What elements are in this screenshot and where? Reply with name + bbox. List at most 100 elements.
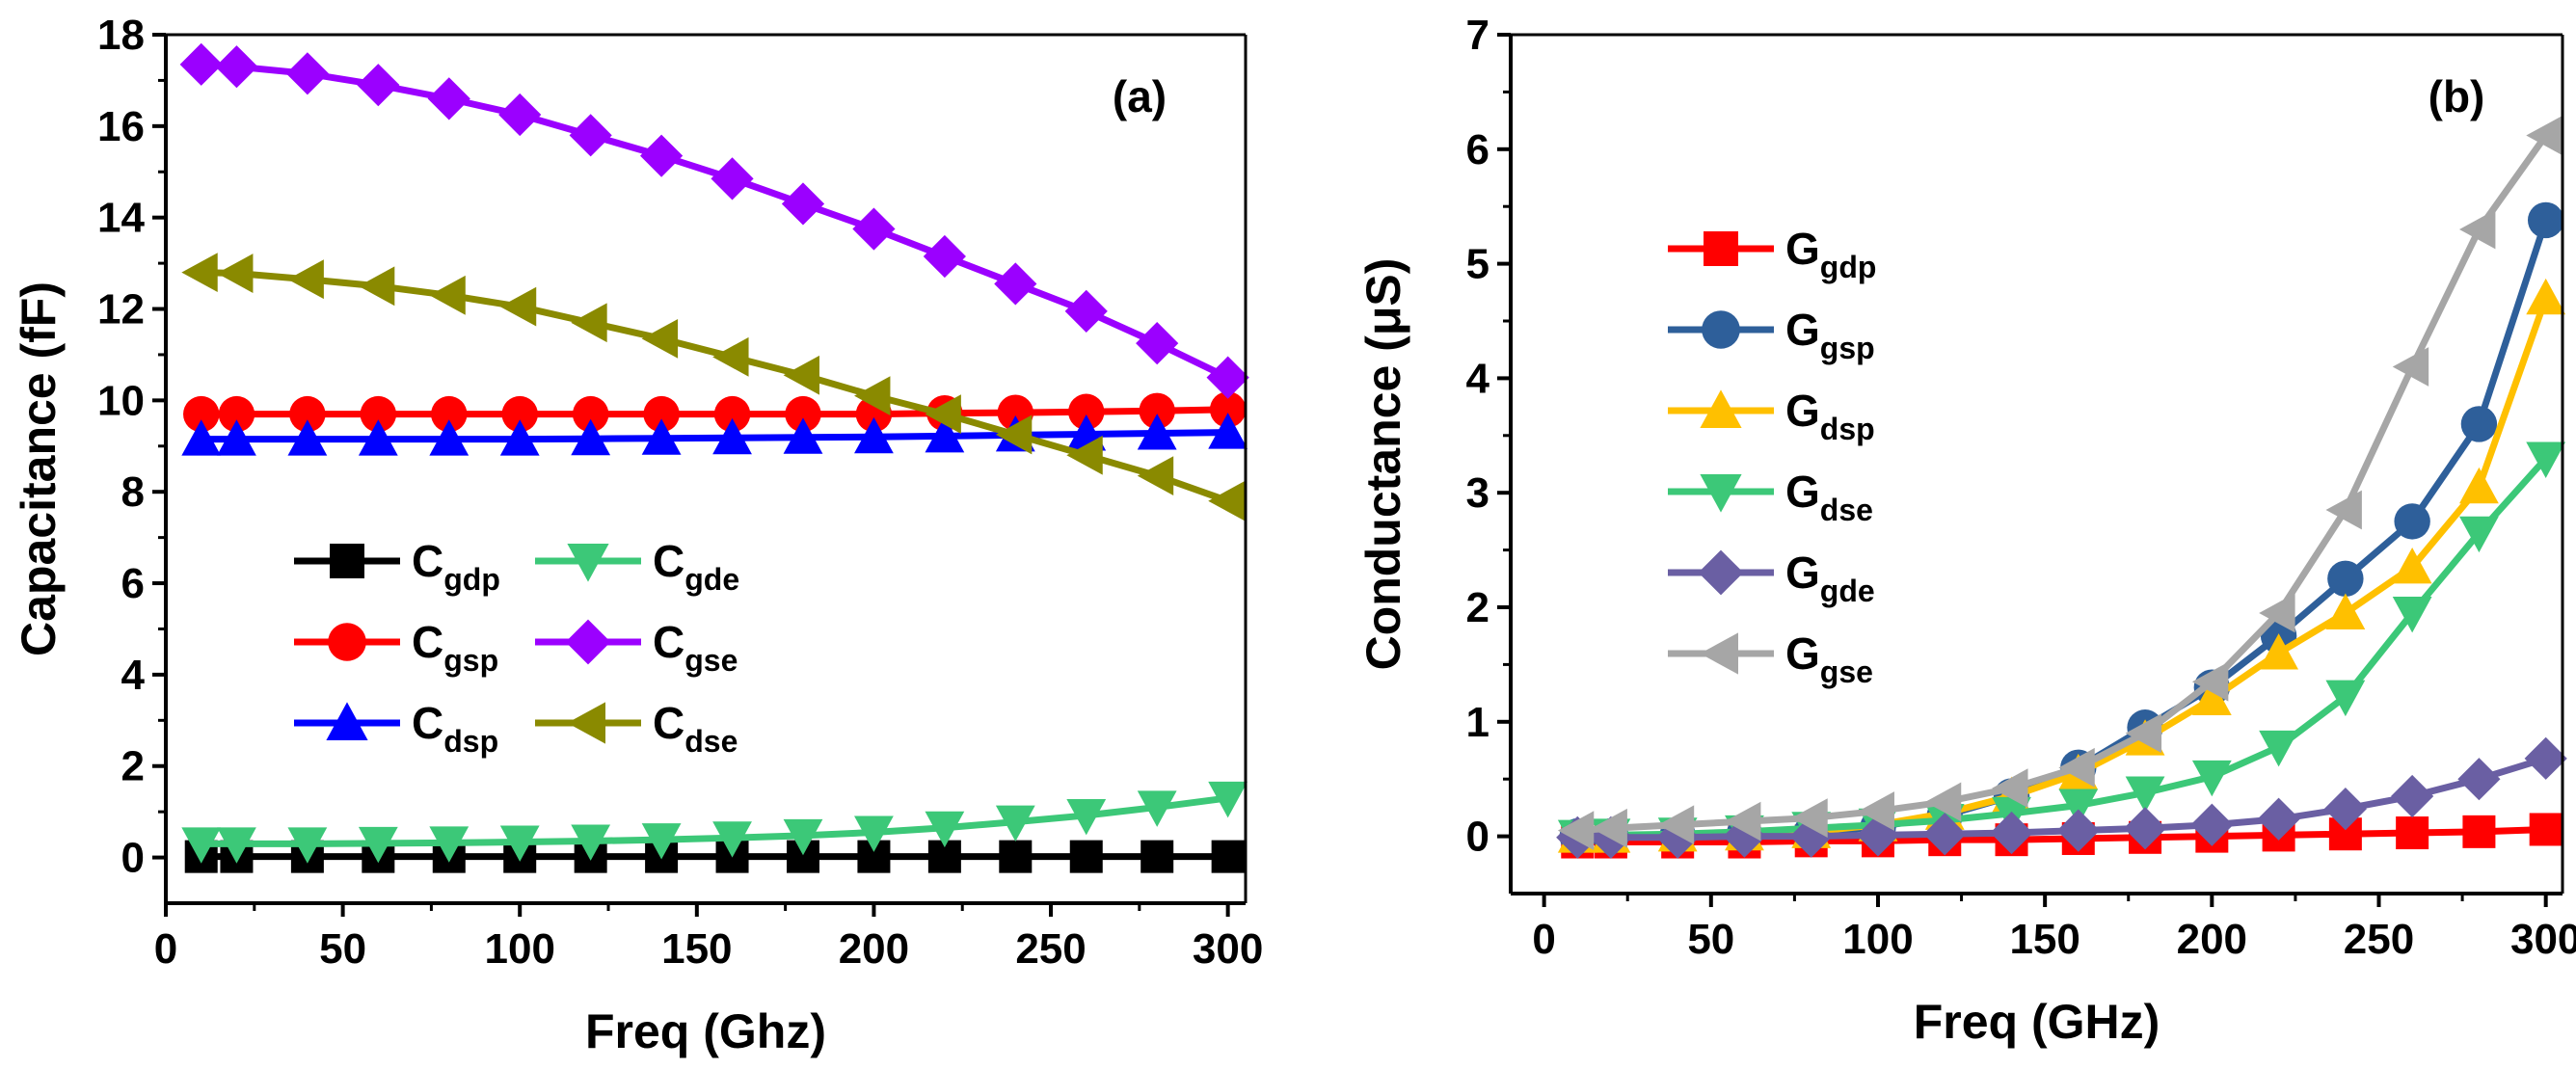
data-point-gdp [2529,813,2563,846]
legend-label: Cdsp [412,698,498,759]
data-point-dse [1066,435,1103,475]
data-point-gde [1923,813,1967,856]
data-point-dse [217,254,254,293]
x-tick-label: 50 [1687,916,1734,963]
data-point-dsp [2459,467,2499,504]
x-tick-label: 300 [2510,916,2576,963]
legend-label: Cgsp [412,617,498,678]
data-point-gdp [999,840,1033,873]
data-point-dsp [712,417,752,455]
data-point-dsp [1137,414,1177,450]
data-point-gse [2459,209,2496,250]
data-point-gde [2190,803,2234,846]
x-tick-label: 150 [661,925,732,973]
data-point-gsp [1139,392,1175,429]
data-point-gse [2392,347,2429,387]
series-gsp [183,391,1247,433]
legend-label: Cgse [653,617,738,678]
data-point-gse [1136,321,1179,365]
legend-item-gsp: Ggsp [1668,305,1875,365]
series-dsp [181,413,1248,456]
data-point-dsp [2191,679,2232,716]
x-axis-title: Freq (GHz) [1914,995,2160,1049]
legend-marker [1702,310,1740,349]
data-point-gse [357,64,400,107]
legend: Ggdp Ggsp Gdsp Gdse Ggde Ggse [1668,224,1876,689]
data-point-gsp [2527,201,2564,239]
data-point-dse [641,318,679,359]
data-point-gse [2325,490,2362,530]
legend-marker [1700,474,1742,513]
data-point-gsp [2394,503,2430,540]
x-tick-label: 250 [2344,916,2414,963]
legend-item-gde: Ggde [1668,548,1875,608]
data-point-dsp [287,419,328,456]
panel-b-conductance-chart: 0 50 100 150 200 250 300 0 1 2 3 4 5 6 7 Freq (GHz) Cond… [1356,12,2576,1049]
y-tick-label: 4 [121,652,146,699]
data-point-gde [2323,787,2367,831]
y-tick-label: 7 [1466,12,1489,59]
series-gse [1557,116,2563,851]
data-point-dsp [181,419,222,456]
data-point-dsp [2259,633,2299,670]
data-point-gdp [1069,840,1103,873]
legend: Cgdp Cgsp Cdsp Cgde Cgse Cdse [294,536,739,759]
data-point-gde [2123,807,2167,850]
data-point-dsp [499,419,540,456]
data-point-dse [2459,516,2499,553]
data-point-gde [641,823,682,860]
data-point-dsp [358,419,398,456]
data-point-dsp [2325,593,2366,629]
data-point-gse [852,207,896,251]
legend-item-dsp: Gdsp [1668,386,1875,446]
data-point-gsp [289,395,326,433]
data-point-dse [2259,730,2299,767]
data-point-dse [2191,760,2232,797]
panel-a-capacitance-chart: 0 50 100 150 200 250 300 0 2 4 6 8 10 12 14 16 18 Freq (G… [12,12,1263,1058]
data-point-dse [499,286,537,327]
data-point-gse [1557,811,1595,851]
data-point-dse [2526,441,2566,478]
legend-label: Cgde [653,536,739,597]
legend-marker [1700,389,1742,428]
series-line-dse [201,269,1229,504]
data-point-dse [854,376,891,416]
legend-label: Ggdp [1785,224,1876,284]
y-axis-title: Capacitance (fF) [12,281,66,656]
x-tick-label: 100 [485,925,555,973]
data-point-gse [1858,791,1894,831]
data-point-gse [2125,713,2162,754]
y-tick-label: 6 [121,560,145,607]
data-point-gde [358,826,398,864]
y-tick-label: 5 [1466,241,1489,288]
data-point-gde [571,824,611,861]
series-line-dse [1577,456,2549,841]
data-point-gde [287,827,328,864]
data-point-dsp [925,415,965,453]
legend-item-dsp: Cdsp [294,698,498,759]
data-point-dse [1137,456,1174,496]
x-tick-label: 50 [319,925,366,973]
data-point-gse [1992,768,2028,809]
data-point-dsp [854,416,894,454]
data-point-gse [427,77,470,120]
series-line-gsp [201,406,1228,418]
legend-item-dse: Gdse [1668,467,1873,527]
data-point-gde [181,827,222,864]
legend-label: Gdsp [1785,386,1875,446]
legend-item-dse: Cdse [535,698,738,759]
legend-marker [326,702,368,740]
data-point-gdp [1211,840,1245,873]
data-point-gse [569,114,612,157]
legend-label: Gdse [1785,467,1873,527]
x-tick-label: 300 [1193,925,1263,973]
data-point-gsp [713,395,751,433]
data-point-dse [1208,481,1245,521]
y-tick-label: 1 [1466,699,1489,746]
data-point-gde [499,825,540,862]
data-point-gsp [501,395,538,433]
legend-label: Cgdp [412,536,500,597]
data-point-gsp [431,395,468,433]
data-point-gse [781,182,825,226]
data-point-gde [2056,809,2100,852]
